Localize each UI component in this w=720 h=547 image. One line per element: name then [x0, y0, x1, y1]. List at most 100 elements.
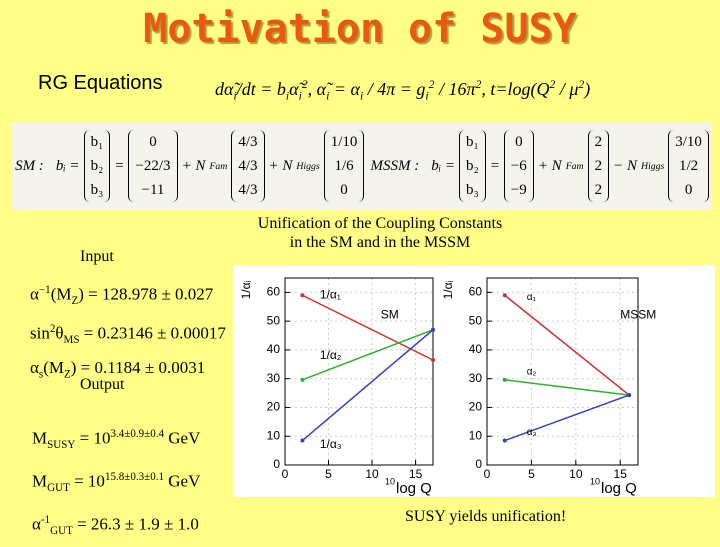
formula: MSUSY = 103.4±0.9±0.4 GeV: [32, 418, 200, 461]
series-line: [504, 379, 630, 396]
y-tick-label: 60: [267, 285, 281, 299]
formula-part: / μ: [555, 79, 579, 99]
formula-part: ) = 128.978 ± 0.027: [78, 284, 214, 304]
formula: MGUT = 1015.8±0.3±0.1 GeV: [32, 461, 200, 504]
formula-part: α: [30, 358, 39, 378]
formula-part: i: [285, 89, 290, 103]
x-tick-label: 15: [409, 467, 423, 481]
beta-entry: 0: [515, 134, 523, 150]
series-line: [302, 329, 434, 381]
formula-part: (M: [43, 358, 65, 378]
formula-part: θ: [55, 323, 64, 343]
formula-part: Z: [71, 295, 79, 308]
input-formulas: α−1(MZ) = 128.978 ± 0.027 sin2θMS = 0.231…: [30, 276, 226, 388]
formula: αs(MZ) = 0.1184 ± 0.0031: [30, 354, 226, 388]
beta-prefix-sub: Fam: [209, 160, 228, 172]
beta-entry: −6: [510, 158, 527, 174]
y-tick-label: 30: [469, 371, 483, 385]
input-label: Input: [80, 248, 114, 265]
formula-part: sin: [30, 323, 50, 343]
formula-part: GeV: [164, 471, 201, 491]
beta-prefix: bᵢ =: [431, 157, 455, 174]
x-tick-label: 0: [484, 467, 491, 481]
formula-part: = 10: [75, 428, 111, 448]
formula-part: -1: [40, 514, 51, 527]
formula-part: = 10: [69, 471, 105, 491]
y-tick-label: 0: [273, 457, 280, 471]
x-label-sup: 10: [590, 476, 600, 486]
formula-part: 2: [578, 78, 585, 91]
data-point: [627, 393, 632, 398]
beta-entry: −22/3: [135, 158, 171, 174]
beta-entry: 2: [594, 158, 603, 174]
beta-prefix: =: [489, 157, 500, 174]
formula-part: (M: [50, 284, 72, 304]
formula: α−1(MZ) = 128.978 ± 0.027: [30, 276, 226, 315]
annotation: 1/α₃: [320, 437, 342, 451]
beta-entry: 3/10: [675, 134, 702, 150]
output-formulas: MSUSY = 103.4±0.9±0.4 GeV MGUT = 1015.8±0…: [32, 418, 200, 547]
caption: SUSY yields unification!: [405, 508, 567, 525]
data-point: [300, 293, 305, 298]
beta-label: MSSM :: [370, 157, 420, 174]
formula-part: i: [425, 89, 429, 103]
data-point: [300, 377, 305, 382]
beta-prefix: + N: [181, 157, 206, 174]
formula-part: MS: [63, 334, 80, 347]
formula-part: /dt = b: [236, 79, 286, 99]
beta-entry: b₂: [90, 158, 104, 174]
beta-entry: 1/2: [679, 158, 699, 174]
beta-prefix: bᵢ =: [55, 157, 80, 174]
data-point: [502, 377, 507, 382]
formula-part: 2: [428, 78, 435, 91]
series-label: α₂: [527, 366, 537, 377]
x-tick-label: 15: [614, 467, 628, 481]
beta-entry: b₃: [90, 182, 104, 198]
formula-part: , α̃: [307, 79, 327, 99]
y-tick-label: 60: [469, 285, 483, 299]
x-tick-label: 10: [365, 467, 379, 481]
series-line: [301, 329, 434, 442]
formula-part: 15.8±0.3±0.1: [104, 471, 165, 484]
beta-prefix-sub: Higgs: [296, 160, 320, 172]
chart-background: [233, 265, 715, 497]
formula-part: M: [32, 471, 48, 491]
x-tick-label: 10: [569, 467, 583, 481]
y-tick-label: 50: [267, 313, 281, 327]
y-tick-label: 20: [267, 400, 281, 414]
series-label: α₃: [527, 427, 537, 438]
formula-part: M: [32, 428, 48, 448]
plot-frame: [486, 277, 639, 466]
formula-part: dα̃: [215, 79, 234, 99]
annotation: 1/α₁: [320, 287, 341, 301]
data-point: [431, 327, 435, 332]
x-tick-label: 0: [282, 467, 289, 481]
beta-entry: 0: [149, 134, 157, 150]
beta-entry: 0: [684, 182, 693, 198]
beta-prefix: =: [114, 157, 125, 174]
data-point: [502, 438, 507, 443]
chart-heading: Unification of the Coupling Constants in…: [200, 214, 560, 252]
annotation: 1/α₂: [320, 348, 342, 362]
formula-part: SUSY: [47, 439, 76, 452]
series-label: α₁: [527, 292, 537, 303]
beta-vector: 1/10 1/6 0: [323, 130, 365, 202]
data-point: [431, 357, 435, 362]
beta-prefix: − N: [613, 157, 637, 174]
formula-part: i: [359, 89, 364, 103]
x-tick-label: 5: [528, 467, 535, 481]
annotation: MSSM: [620, 308, 656, 322]
beta-entry: b₂: [465, 158, 479, 174]
beta-entry: 2: [594, 182, 603, 198]
formula-part: 2: [475, 78, 482, 91]
data-point: [502, 293, 507, 298]
beta-vector: b₁ b₂ b₃: [458, 130, 486, 202]
annotation: SM: [381, 308, 399, 322]
y-tick-label: 10: [267, 428, 281, 442]
beta-sm: SM : bᵢ = b₁ b₂ b₃ = 0 −22/3 −11 + N Fam 4/3 4/3 4/3 +…: [15, 130, 365, 202]
formula-part: i: [298, 89, 302, 103]
y-tick-label: 50: [469, 313, 483, 327]
formula-part: −1: [38, 284, 51, 296]
beta-entry: 1/6: [334, 158, 354, 174]
